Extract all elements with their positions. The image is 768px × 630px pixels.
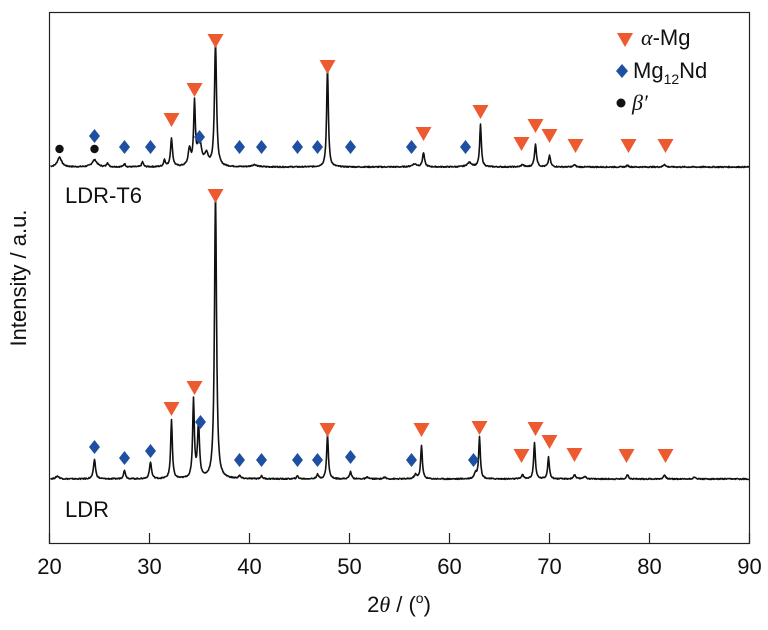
mg12nd-marker [292, 140, 303, 154]
alpha-mg-marker [413, 423, 430, 437]
legend: α-Mg Mg12Nd β′ [616, 25, 707, 115]
alpha-mg-marker [567, 139, 584, 153]
alpha-mg-marker [657, 449, 674, 463]
legend-circle-marker [616, 98, 626, 108]
alpha-mg-marker [207, 189, 224, 203]
alpha-mg-marker [471, 421, 488, 435]
x-tick-label: 40 [237, 554, 261, 579]
alpha-mg-marker [186, 381, 203, 395]
mg12nd-marker [89, 129, 100, 143]
x-tick-label: 60 [437, 554, 461, 579]
mg12nd-marker [145, 444, 156, 458]
svg-text:α-Mg: α-Mg [641, 25, 690, 50]
phase-markers [55, 34, 674, 467]
x-axis-tick-labels: 20 30 40 50 60 70 80 90 [37, 554, 761, 579]
mg12nd-marker [345, 140, 356, 154]
mg12nd-marker [345, 450, 356, 464]
sample-label-ldr: LDR [65, 497, 109, 522]
alpha-mg-marker [207, 34, 224, 48]
alpha-mg-marker [319, 423, 336, 437]
mg12nd-marker [256, 453, 267, 467]
mg12nd-marker [406, 453, 417, 467]
alpha-mg-marker [513, 137, 530, 151]
mg12nd-marker [234, 140, 245, 154]
legend-triangle-marker [617, 33, 633, 47]
alpha-mg-marker [566, 448, 583, 462]
mg12nd-marker [234, 453, 245, 467]
mg12nd-marker [119, 140, 130, 154]
alpha-mg-marker [527, 119, 544, 133]
beta-prime-marker [55, 144, 64, 154]
mg12nd-marker [194, 130, 205, 144]
xrd-pattern-ldr-t6 [50, 39, 750, 169]
svg-text:β′: β′ [631, 90, 649, 115]
mg12nd-marker [89, 440, 100, 454]
x-tick-label: 20 [37, 554, 61, 579]
mg12nd-marker [312, 453, 323, 467]
mg12nd-marker [292, 453, 303, 467]
x-tick-label: 90 [737, 554, 761, 579]
x-tick-label: 50 [337, 554, 361, 579]
legend-item-alpha-mg: α-Mg [617, 25, 690, 50]
plot-area [49, 39, 750, 481]
y-axis-title: Intensity / a.u. [6, 210, 31, 347]
mg12nd-marker [468, 453, 479, 467]
mg12nd-marker [195, 415, 206, 429]
sample-label-ldr-t6: LDR-T6 [65, 183, 142, 208]
alpha-mg-marker [657, 139, 674, 153]
x-tick-label: 80 [637, 554, 661, 579]
alpha-mg-marker [163, 113, 180, 127]
alpha-mg-marker [620, 139, 637, 153]
legend-item-mg12nd: Mg12Nd [616, 58, 707, 87]
alpha-mg-marker [186, 83, 203, 97]
alpha-mg-marker [541, 435, 558, 449]
alpha-mg-marker [319, 60, 336, 74]
svg-text:Mg12Nd: Mg12Nd [633, 58, 707, 87]
x-tick-label: 70 [537, 554, 561, 579]
plot-frame [48, 11, 751, 545]
xrd-pattern-ldr [49, 189, 750, 481]
mg12nd-marker [119, 451, 130, 465]
alpha-mg-marker [513, 449, 530, 463]
mg12nd-marker [312, 140, 323, 154]
alpha-mg-marker [415, 127, 432, 141]
alpha-mg-marker [527, 422, 544, 436]
beta-prime-marker [90, 144, 99, 154]
mg12nd-marker [145, 140, 156, 154]
mg12nd-marker [256, 140, 267, 154]
legend-item-beta-prime: β′ [616, 90, 649, 115]
x-axis-title: 2θ / (o) [367, 590, 431, 617]
x-axis-ticks [48, 533, 751, 544]
alpha-mg-marker [541, 129, 558, 143]
mg12nd-marker [460, 140, 471, 154]
legend-diamond-marker [616, 64, 628, 78]
alpha-mg-marker [163, 402, 180, 416]
x-tick-label: 30 [137, 554, 161, 579]
alpha-mg-marker [472, 105, 489, 119]
alpha-mg-marker [618, 449, 635, 463]
mg12nd-marker [406, 140, 417, 154]
